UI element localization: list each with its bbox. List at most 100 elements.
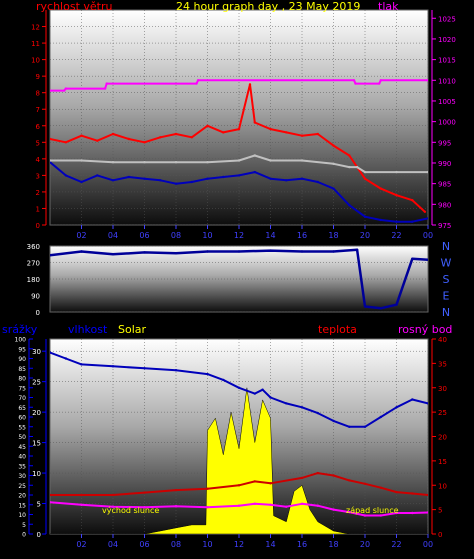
wind-gust-line-point: [190, 136, 193, 139]
wind-gust-line-point: [348, 154, 351, 157]
wind-average-line-point: [426, 217, 428, 220]
pressure-line-point: [62, 89, 66, 92]
pressure-line-point: [352, 79, 356, 82]
wind-average-line-point: [64, 174, 68, 177]
temperature-line-point: [411, 492, 414, 495]
humidity-line-point: [237, 386, 241, 389]
pressure-line-point: [105, 82, 108, 85]
wind-direction-point: [300, 250, 304, 253]
wind-average-line-point: [96, 174, 99, 177]
climate-x-tick-label: 14: [265, 540, 275, 549]
rain-tick-label: 90: [18, 356, 26, 363]
wind-gust-line-point: [285, 131, 288, 134]
wind-y-tick-label: 5: [36, 139, 40, 147]
wind-direction-point: [143, 251, 146, 254]
dew-point-line-point: [411, 511, 414, 515]
wind-gust-line-point: [96, 139, 99, 142]
humidity-tick-label: 20: [32, 409, 41, 417]
humidity-line-point: [316, 411, 319, 415]
wind-direction-point: [206, 250, 209, 253]
direction-tick-label: 360: [27, 243, 40, 251]
wind-level-line-point: [206, 161, 209, 164]
temp-tick-label: 40: [438, 336, 447, 344]
pressure-tick-label: 975: [438, 222, 451, 230]
rain-tick-label: 70: [18, 395, 26, 402]
wind-gust-line-point: [80, 134, 83, 137]
humidity-line-point: [253, 392, 256, 395]
dew-point-line-point: [285, 505, 288, 508]
pressure-line-point: [195, 82, 198, 85]
temp-tick-label: 5: [438, 507, 442, 515]
wind-gust-line-point: [206, 124, 209, 128]
rain-ticks: 0 5 10 15 20 25 30 35 40 45 50 55 60 65 70 75 80 85 90 95 10…: [15, 337, 33, 539]
solar-area: [50, 387, 428, 534]
sunrise-annotation: východ slunce: [102, 506, 159, 515]
direction-tick-label: 270: [27, 260, 40, 268]
humidity-label: vlhkost: [68, 323, 108, 336]
climate-x-tick-label: 02: [76, 540, 86, 549]
chart-title: 24 hour graph day , 23 May 2019: [176, 0, 360, 13]
humidity-line-point: [269, 396, 272, 399]
wind-average-line-point: [363, 215, 367, 218]
dew-point-line-point: [111, 505, 115, 508]
wind-direction-point: [379, 307, 382, 310]
compass-label-s: S: [443, 273, 450, 286]
compass-label-n: N: [442, 240, 450, 253]
humidity-tick-label: 15: [32, 440, 41, 448]
wind-y-tick-label: 0: [36, 222, 40, 230]
climate-x-tick-label: 18: [328, 540, 338, 549]
wind-x-tick-label: 10: [202, 231, 212, 240]
pressure-tick-label: 1015: [438, 57, 456, 65]
wind-gust-line: [50, 83, 426, 213]
wind-x-tick-label: 12: [234, 231, 244, 240]
climate-x-tick-label: 06: [139, 540, 149, 549]
direction-grid: [50, 246, 428, 312]
temp-tick-label: 35: [438, 360, 447, 368]
wind-direction-point: [411, 257, 414, 260]
temperature-line-point: [300, 476, 304, 480]
rain-tick-label: 45: [18, 444, 26, 451]
wind-average-line-point: [332, 187, 335, 190]
dew-point-line-point: [80, 503, 83, 506]
wind-average-line-point: [379, 218, 382, 222]
wind-gust-line-point: [159, 136, 162, 139]
compass-label-w: W: [441, 257, 452, 270]
rain-tick-label: 25: [18, 483, 26, 490]
rain-tick-label: 15: [18, 502, 26, 509]
dew-point-line-point: [237, 504, 241, 507]
rain-tick-label: 100: [15, 337, 27, 344]
pressure-tick-label: 995: [438, 139, 451, 147]
wind-level-line-point: [111, 161, 115, 164]
temperature-line-point: [269, 482, 272, 485]
dew-point-label: rosný bod: [398, 323, 452, 336]
direction-tick-label: 180: [27, 276, 40, 284]
humidity-line-point: [379, 415, 382, 419]
humidity-line-point: [411, 398, 414, 401]
wind-average-line-point: [395, 220, 398, 223]
pressure-tick-label: 1005: [438, 98, 456, 106]
direction-tick-label: 90: [31, 293, 40, 301]
climate-x-tick-label: 20: [360, 540, 370, 549]
wind-gust-line-point: [50, 137, 52, 141]
wind-x-tick-label: 14: [265, 231, 275, 240]
pressure-line-point: [50, 89, 52, 92]
wind-y-tick-label: 4: [36, 156, 41, 164]
wind-gust-line-point: [127, 137, 130, 141]
humidity-line-point: [80, 363, 83, 366]
wind-gust-line-point: [269, 127, 272, 131]
wind-level-line-point: [332, 162, 335, 165]
wind-series: [50, 79, 428, 223]
wind-average-line-point: [174, 182, 178, 185]
pressure-line-point: [378, 82, 381, 85]
rain-tick-label: 30: [18, 473, 26, 480]
rain-tick-label: 75: [18, 385, 26, 392]
climate-x-tick-label: 16: [297, 540, 307, 549]
wind-level-line-point: [253, 154, 256, 157]
rain-tick-label: 10: [18, 512, 26, 519]
humidity-line-point: [300, 406, 304, 409]
wind-x-tick-label: 22: [391, 231, 401, 240]
temperature-line-point: [111, 493, 115, 497]
humidity-tick-label: 5: [37, 501, 41, 509]
